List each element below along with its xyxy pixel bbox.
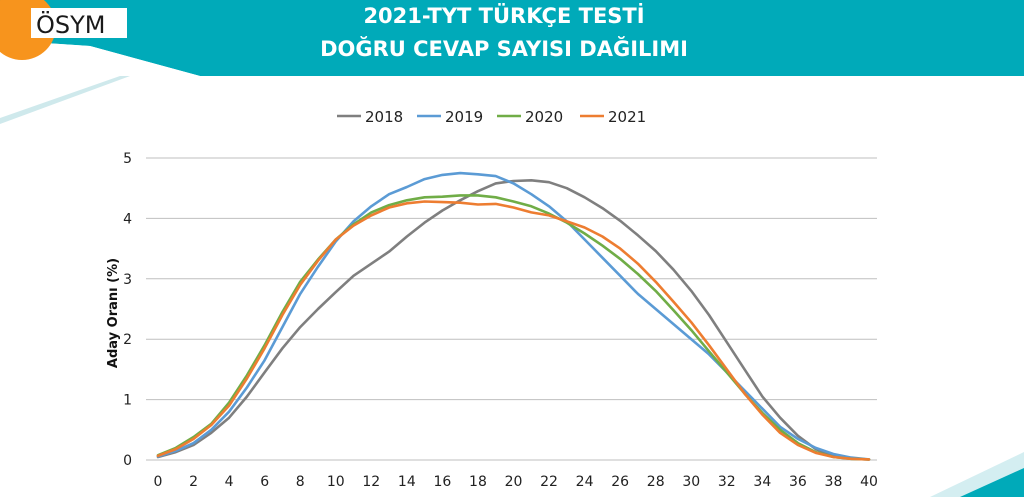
x-tick-label-18: 36 <box>789 474 807 490</box>
series-line-2021 <box>156 200 871 461</box>
logo-text: ÖSYM <box>36 10 106 39</box>
legend-label-2021: 2021 <box>608 108 646 126</box>
x-tick-label-10: 20 <box>505 474 523 490</box>
x-tick-label-4: 8 <box>296 474 305 490</box>
x-tick-label-3: 6 <box>260 474 269 490</box>
y-tick-labels: 0 1 2 3 4 5 <box>123 151 132 469</box>
banner-shape <box>0 0 1024 76</box>
y-tick-label-3: 3 <box>123 272 132 288</box>
banner-white-wedge <box>0 40 200 118</box>
y-tick-label-0: 0 <box>123 453 132 469</box>
x-tick-label-20: 40 <box>860 474 878 490</box>
x-tick-label-9: 18 <box>469 474 487 490</box>
x-tick-label-1: 2 <box>189 474 198 490</box>
x-tick-label-7: 14 <box>398 474 416 490</box>
page-title-line-2: DOĞRU CEVAP SAYISI DAĞILIMI <box>320 36 688 61</box>
chart-series <box>156 171 871 461</box>
y-tick-label-5: 5 <box>123 151 132 167</box>
header-banner: ÖSYM 2021-TYT TÜRKÇE TESTİ DOĞRU CEVAP S… <box>0 0 1024 124</box>
legend-label-2020: 2020 <box>525 108 563 126</box>
y-tick-label-4: 4 <box>123 211 132 227</box>
x-tick-label-17: 34 <box>753 474 771 490</box>
series-line-2020 <box>156 194 871 461</box>
x-tick-labels: 0 2 4 6 8 10 12 14 16 18 20 22 24 26 28 30 32 34 36 38 40 <box>154 474 878 490</box>
x-tick-label-19: 38 <box>825 474 843 490</box>
series-line-2019 <box>156 171 871 461</box>
logo-text-backdrop <box>31 8 127 38</box>
x-tick-label-6: 12 <box>362 474 380 490</box>
footer-wedge <box>960 468 1024 497</box>
y-tick-label-2: 2 <box>123 332 132 348</box>
x-tick-label-5: 10 <box>327 474 345 490</box>
series-line-2018 <box>156 179 871 461</box>
x-tick-label-16: 32 <box>718 474 736 490</box>
banner-shadow <box>0 76 130 124</box>
x-tick-label-12: 24 <box>576 474 594 490</box>
x-tick-label-15: 30 <box>682 474 700 490</box>
x-tick-label-8: 16 <box>433 474 451 490</box>
x-tick-label-14: 28 <box>647 474 665 490</box>
chart-legend: 2018 2019 2020 2021 <box>337 108 646 126</box>
page-title-line-1: 2021-TYT TÜRKÇE TESTİ <box>363 3 644 28</box>
legend-label-2019: 2019 <box>445 108 483 126</box>
x-tick-label-0: 0 <box>154 474 163 490</box>
x-tick-label-13: 26 <box>611 474 629 490</box>
y-tick-label-1: 1 <box>123 393 132 409</box>
legend-label-2018: 2018 <box>365 108 403 126</box>
x-tick-label-2: 4 <box>225 474 234 490</box>
y-axis-title: Aday Oranı (%) <box>106 258 121 368</box>
x-tick-label-11: 22 <box>540 474 558 490</box>
